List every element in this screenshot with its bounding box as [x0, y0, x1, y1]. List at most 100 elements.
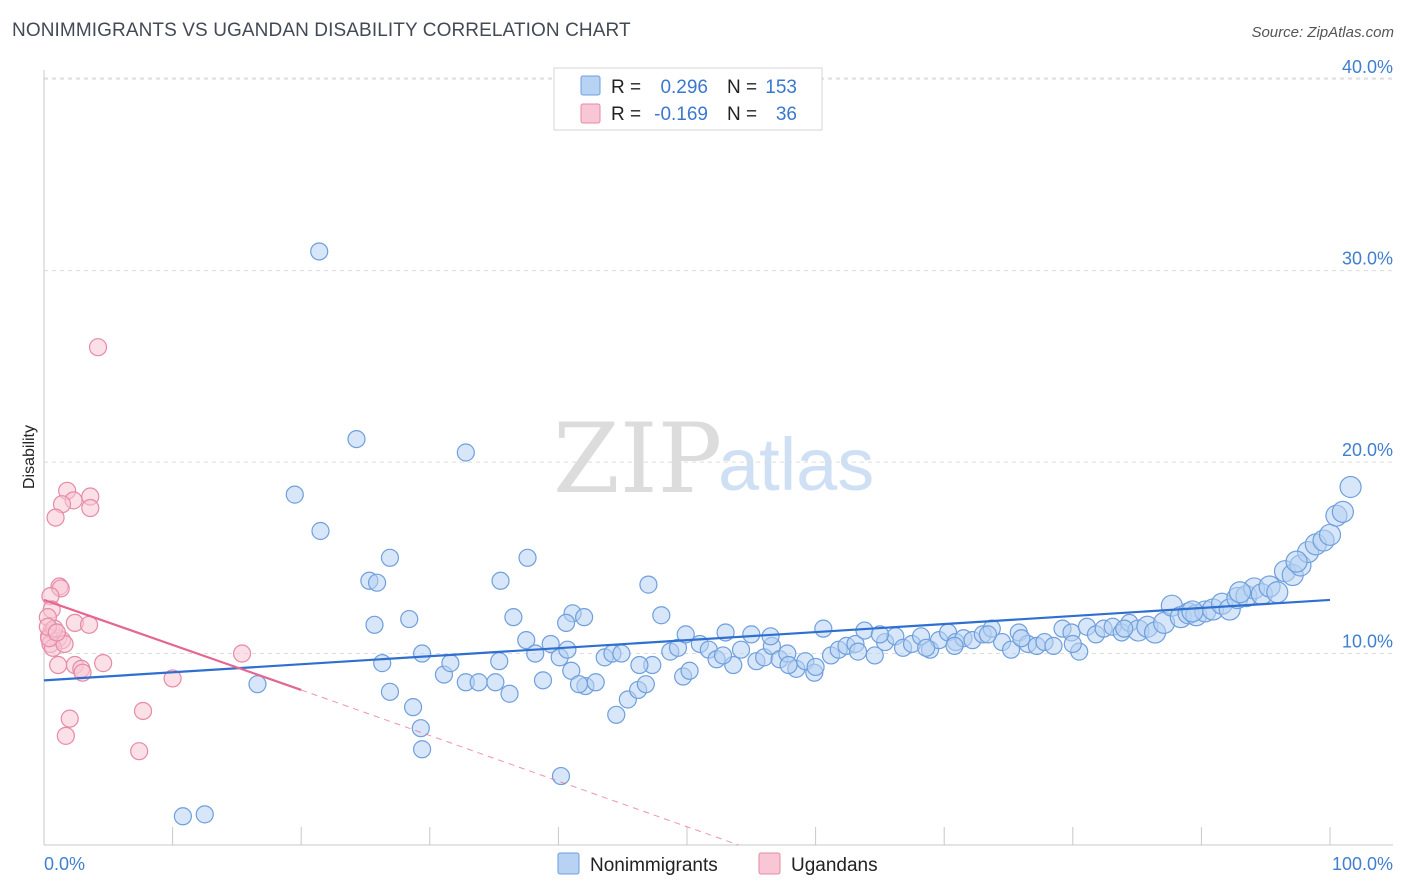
y-axis-label: Disability — [21, 425, 38, 489]
legend-n-label-0: N = — [727, 77, 757, 98]
source-label: Source: ZipAtlas.com — [1251, 24, 1394, 41]
ugandans-trend-line — [43, 598, 302, 691]
nonimmigrant-point-14 — [400, 609, 419, 629]
nonimmigrants-trend-line — [43, 598, 1331, 682]
ugandan-point-32 — [56, 726, 75, 745]
nonimmigrant-point-140 — [1181, 600, 1204, 623]
series-legend-label-nonimmigrants: Nonimmigrants — [590, 855, 718, 876]
nonimmigrant-point-90 — [1001, 640, 1021, 659]
nonimmigrant-point-12 — [575, 608, 594, 627]
nonimmigrant-point-132 — [1339, 475, 1362, 499]
ugandan-point-29 — [163, 669, 182, 688]
nonimmigrant-point-43 — [607, 705, 626, 724]
y-tick-label-30: 30.0% — [1342, 249, 1393, 269]
nonimmigrant-point-16 — [195, 805, 214, 824]
ugandan-point-25 — [94, 654, 113, 673]
nonimmigrant-point-138 — [1012, 629, 1031, 648]
legend-n-value-1: 36 — [776, 104, 797, 125]
nonimmigrant-point-49 — [652, 606, 671, 625]
nonimmigrant-point-60 — [742, 625, 761, 644]
watermark-zip: ZIP — [553, 403, 722, 515]
y-tick-label-10: 10.0% — [1342, 632, 1393, 652]
nonimmigrant-point-7 — [367, 573, 387, 592]
nonimmigrant-point-17 — [248, 675, 267, 694]
nonimmigrant-point-5 — [380, 548, 400, 567]
nonimmigrant-point-21 — [412, 740, 432, 759]
nonimmigrant-point-69 — [814, 619, 833, 638]
series-legend-swatch-nonimmigrants — [557, 852, 580, 875]
nonimmigrant-point-150 — [917, 638, 936, 657]
nonimmigrant-point-152 — [1063, 634, 1082, 654]
series-legend-swatch-ugandans — [758, 852, 781, 875]
watermark-atlas: atlas — [718, 423, 874, 506]
y-tick-label-20: 20.0% — [1342, 440, 1393, 460]
nonimmigrant-point-34 — [533, 671, 553, 690]
nonimmigrant-point-122 — [1266, 581, 1289, 604]
nonimmigrant-point-15 — [173, 807, 192, 826]
ugandan-point-0 — [88, 338, 108, 357]
ugandan-point-35 — [47, 623, 66, 642]
nonimmigrant-point-151 — [978, 625, 998, 644]
ugandan-point-5 — [81, 498, 100, 518]
legend-r-value-1: -0.169 — [654, 104, 708, 125]
nonimmigrant-point-47 — [636, 675, 655, 694]
nonimmigrant-point-147 — [676, 625, 695, 644]
nonimmigrant-point-144 — [779, 655, 798, 675]
nonimmigrant-point-74 — [855, 621, 874, 640]
nonimmigrant-point-1 — [347, 429, 366, 449]
nonimmigrant-point-129 — [1318, 523, 1342, 546]
nonimmigrant-point-143 — [806, 657, 825, 677]
nonimmigrant-point-131 — [1331, 500, 1354, 523]
ugandan-point-30 — [60, 709, 79, 728]
x-ticks — [172, 827, 1331, 845]
ugandan-point-6 — [46, 508, 65, 527]
ugandans-points — [38, 338, 252, 761]
nonimmigrant-point-33 — [526, 644, 545, 663]
nonimmigrant-point-51 — [668, 638, 688, 657]
nonimmigrant-point-30 — [490, 652, 509, 671]
nonimmigrant-point-24 — [412, 644, 432, 663]
y-tick-label-40: 40.0% — [1342, 57, 1393, 77]
chart-title: NONIMMIGRANTS VS UGANDAN DISABILITY CORR… — [12, 20, 631, 41]
legend-r-label-0: R = — [611, 77, 641, 98]
nonimmigrant-point-20 — [411, 719, 430, 738]
nonimmigrant-point-32 — [517, 631, 536, 650]
nonimmigrant-point-9 — [518, 548, 537, 567]
nonimmigrant-point-136 — [870, 625, 890, 644]
legend-swatch-nonimmigrants — [580, 75, 601, 96]
nonimmigrants-points — [173, 242, 1362, 826]
nonimmigrant-point-145 — [630, 655, 649, 675]
nonimmigrant-point-134 — [557, 613, 576, 633]
legend-swatch-ugandans — [580, 103, 601, 124]
nonimmigrant-point-3 — [285, 485, 304, 504]
ugandan-point-33 — [130, 742, 149, 761]
nonimmigrant-point-137 — [945, 636, 964, 655]
nonimmigrant-point-28 — [469, 673, 488, 692]
correlation-legend: R = 0.296 N = 153 R = -0.169 N = 36 — [553, 67, 823, 131]
nonimmigrant-point-133 — [639, 575, 658, 594]
nonimmigrant-point-18 — [380, 682, 400, 701]
nonimmigrant-point-38 — [562, 661, 581, 680]
ugandan-point-22 — [232, 644, 252, 663]
nonimmigrant-point-139 — [1115, 619, 1134, 638]
legend-r-label-1: R = — [611, 104, 641, 125]
gridlines — [44, 77, 1393, 655]
nonimmigrant-point-146 — [569, 675, 589, 694]
nonimmigrant-point-59 — [731, 640, 751, 659]
x-tick-label-max: 100.0% — [1332, 854, 1393, 874]
nonimmigrant-point-37 — [558, 640, 577, 659]
nonimmigrant-point-4 — [311, 521, 330, 541]
nonimmigrant-point-40 — [586, 673, 605, 692]
nonimmigrant-point-8 — [491, 571, 510, 590]
nonimmigrant-point-10 — [504, 608, 523, 627]
nonimmigrant-point-148 — [713, 646, 733, 665]
legend-n-value-0: 153 — [765, 77, 797, 98]
nonimmigrant-point-95 — [1044, 636, 1063, 655]
nonimmigrant-point-142 — [1285, 550, 1308, 573]
ugandan-point-31 — [133, 701, 153, 721]
y-tick-labels: 10.0% 20.0% 30.0% 40.0% — [1342, 57, 1393, 651]
nonimmigrant-point-22 — [551, 766, 571, 786]
nonimmigrant-point-53 — [680, 661, 699, 680]
nonimmigrant-point-29 — [486, 673, 505, 692]
